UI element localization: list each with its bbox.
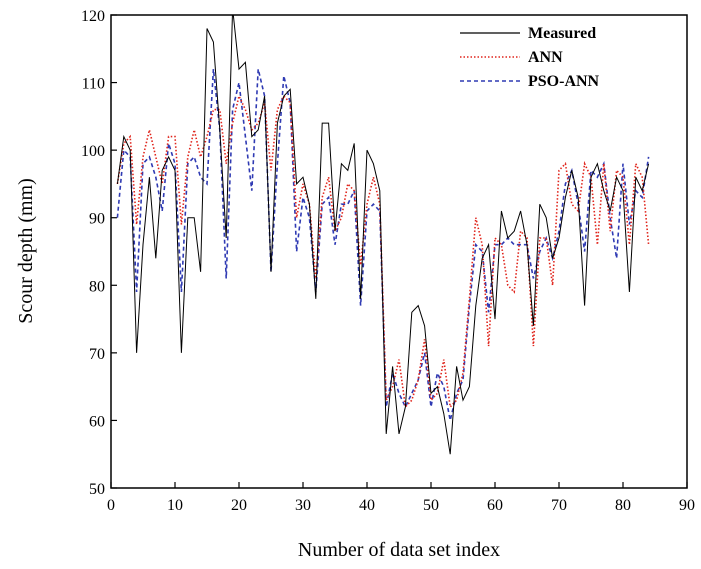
y-tick-label: 120 [81,8,105,25]
series-layer [116,15,650,455]
x-tick-label: 20 [231,497,247,514]
y-tick-label: 90 [89,211,105,228]
x-axis-ticks: 0 10 20 30 40 50 60 70 80 90 [107,482,695,514]
y-tick-label: 80 [89,278,105,295]
series-line-measured [116,15,650,455]
x-tick-label: 90 [679,497,695,514]
x-tick-label: 30 [295,497,311,514]
legend-label: PSO-ANN [528,73,600,90]
x-axis-title: Number of data set index [298,539,500,561]
x-tick-label: 50 [423,497,439,514]
x-tick-label: 60 [487,497,503,514]
y-tick-label: 110 [82,76,105,93]
x-tick-label: 0 [107,497,115,514]
plot-area: 0 10 20 30 40 50 60 70 80 90 50 60 70 80 90 100 110 120 [81,8,695,514]
y-axis-ticks: 50 60 70 80 90 100 110 120 [81,8,117,498]
y-tick-label: 50 [89,481,105,498]
plot-frame [110,14,688,489]
x-tick-label: 10 [167,497,183,514]
x-tick-label: 40 [359,497,375,514]
legend: Measured ANN PSO-ANN [460,25,600,90]
y-tick-label: 60 [89,413,105,430]
legend-label: ANN [528,49,563,66]
y-axis-title: Scour depth (mm) [15,178,37,324]
x-tick-label: 70 [551,497,567,514]
series-line-ann [116,93,650,409]
y-tick-label: 70 [89,346,105,363]
y-tick-label: 100 [81,143,105,160]
legend-label: Measured [528,25,596,42]
x-tick-label: 80 [615,497,631,514]
